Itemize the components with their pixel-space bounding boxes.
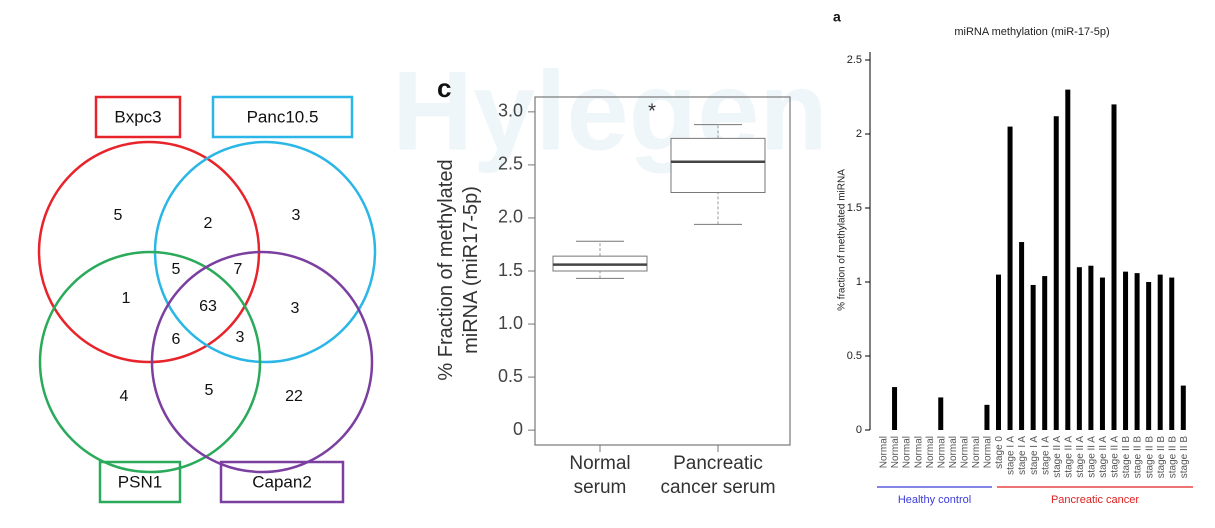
bar: [1180, 385, 1186, 430]
x-tick-label: Normal: [902, 436, 913, 468]
region-count: 63: [199, 298, 217, 315]
x-tick-label: stage I A: [1029, 436, 1040, 475]
bar: [1169, 277, 1175, 430]
y-tick-label: 0.5: [498, 366, 523, 386]
region-count: 5: [172, 261, 181, 278]
region-count: 22: [285, 388, 303, 405]
set-label-box: [211, 95, 354, 139]
y-tick-label: 3.0: [498, 101, 523, 121]
venn-circle: [150, 250, 374, 474]
x-tick-label: stage II A: [1075, 436, 1086, 478]
panel-label: c: [437, 73, 451, 103]
y-tick-label: 0: [856, 424, 862, 436]
bar: [1123, 271, 1129, 430]
region-count: 6: [172, 331, 181, 348]
bar: [1157, 274, 1163, 430]
x-tick-label: stage II B: [1121, 436, 1132, 479]
region-count: 2: [204, 215, 213, 232]
bar: [1019, 242, 1025, 430]
bar: [892, 387, 898, 430]
set-label: Capan2: [252, 472, 312, 491]
bar: [984, 404, 990, 430]
chart-title: miRNA methylation (miR-17-5p): [954, 26, 1109, 38]
set-label-box: [94, 95, 182, 139]
x-tick-label: Normal: [959, 436, 970, 468]
set-label: PSN1: [118, 472, 162, 491]
x-tick-label: stage II B: [1156, 436, 1167, 479]
bar: [1030, 284, 1036, 430]
x-tick-label: Normal: [890, 436, 901, 468]
y-axis-label: % Fraction of methylated miRNA (miR17-5p…: [435, 159, 482, 381]
x-tick-label: stage II B: [1167, 436, 1178, 479]
x-tick-label: Normal: [913, 436, 924, 468]
region-count: 5: [205, 382, 214, 399]
x-tick-label: stage I A: [1017, 436, 1028, 475]
x-tick-label: stage II A: [1052, 436, 1063, 478]
bar: [1007, 126, 1013, 430]
y-tick-label: 0.5: [847, 350, 862, 362]
bar: [1111, 104, 1117, 431]
x-tick-label: Normal: [879, 436, 890, 468]
bar: [1042, 276, 1048, 430]
box: [670, 137, 766, 193]
group-label: Healthy control: [898, 494, 971, 506]
set-label-box: [98, 460, 182, 504]
region-count: 3: [236, 329, 245, 346]
bar: [1076, 267, 1082, 430]
x-tick-label: stage II A: [1063, 436, 1074, 478]
x-tick-label: Normal: [936, 436, 947, 468]
region-count: 1: [122, 290, 131, 307]
y-tick-label: 0: [513, 419, 523, 439]
y-tick-label: 2.5: [498, 154, 523, 174]
bar: [1065, 89, 1071, 430]
region-count: 4: [120, 388, 129, 405]
region-count: 3: [292, 207, 301, 224]
x-tick-label: Normal: [983, 436, 994, 468]
x-tick-label: Normal: [925, 436, 936, 468]
set-label-box: [219, 460, 345, 504]
region-count: 3: [291, 300, 300, 317]
bar: [1053, 116, 1059, 431]
bar: [996, 274, 1001, 430]
y-tick-label: 1: [856, 276, 862, 288]
x-tick-label: Normal: [948, 436, 959, 468]
x-tick-label: Normal: [971, 436, 982, 468]
bar: [1088, 265, 1094, 430]
bar: [1099, 277, 1105, 430]
y-tick-label: 2.5: [847, 54, 862, 66]
y-axis-label: % fraction of methylated miRNA: [837, 169, 848, 311]
region-count: 7: [234, 261, 243, 278]
bar: [1146, 282, 1152, 430]
venn-circle: [38, 250, 262, 474]
x-tick-label: stage II B: [1133, 436, 1144, 479]
y-tick-label: 1.5: [498, 260, 523, 280]
bar: [1134, 273, 1140, 430]
x-tick-label: stage 0: [994, 436, 1005, 469]
y-tick-label: 1.5: [847, 202, 862, 214]
set-label: Panc10.5: [247, 107, 319, 126]
y-tick-label: 2: [856, 128, 862, 140]
set-label: Bxpc3: [114, 107, 161, 126]
x-tick-label: stage II B: [1144, 436, 1155, 479]
x-tick-label: stage I A: [1006, 436, 1017, 475]
group-label: Pancreatic cancer: [1051, 494, 1139, 506]
y-tick-label: 2.0: [498, 207, 523, 227]
x-tick-label: stage II B: [1179, 436, 1190, 479]
region-count: 5: [114, 207, 123, 224]
x-tick-label: Pancreatic cancer serum: [660, 453, 776, 498]
x-tick-label: stage II A: [1110, 436, 1121, 478]
panel-label: a: [833, 9, 841, 25]
x-tick-label: stage II A: [1087, 436, 1098, 478]
x-tick-label: stage II A: [1098, 436, 1109, 478]
annotation: *: [648, 100, 656, 122]
x-tick-label: Normal serum: [569, 453, 631, 498]
bar: [938, 397, 944, 430]
x-tick-label: stage I A: [1040, 436, 1051, 475]
y-tick-label: 1.0: [498, 313, 523, 333]
